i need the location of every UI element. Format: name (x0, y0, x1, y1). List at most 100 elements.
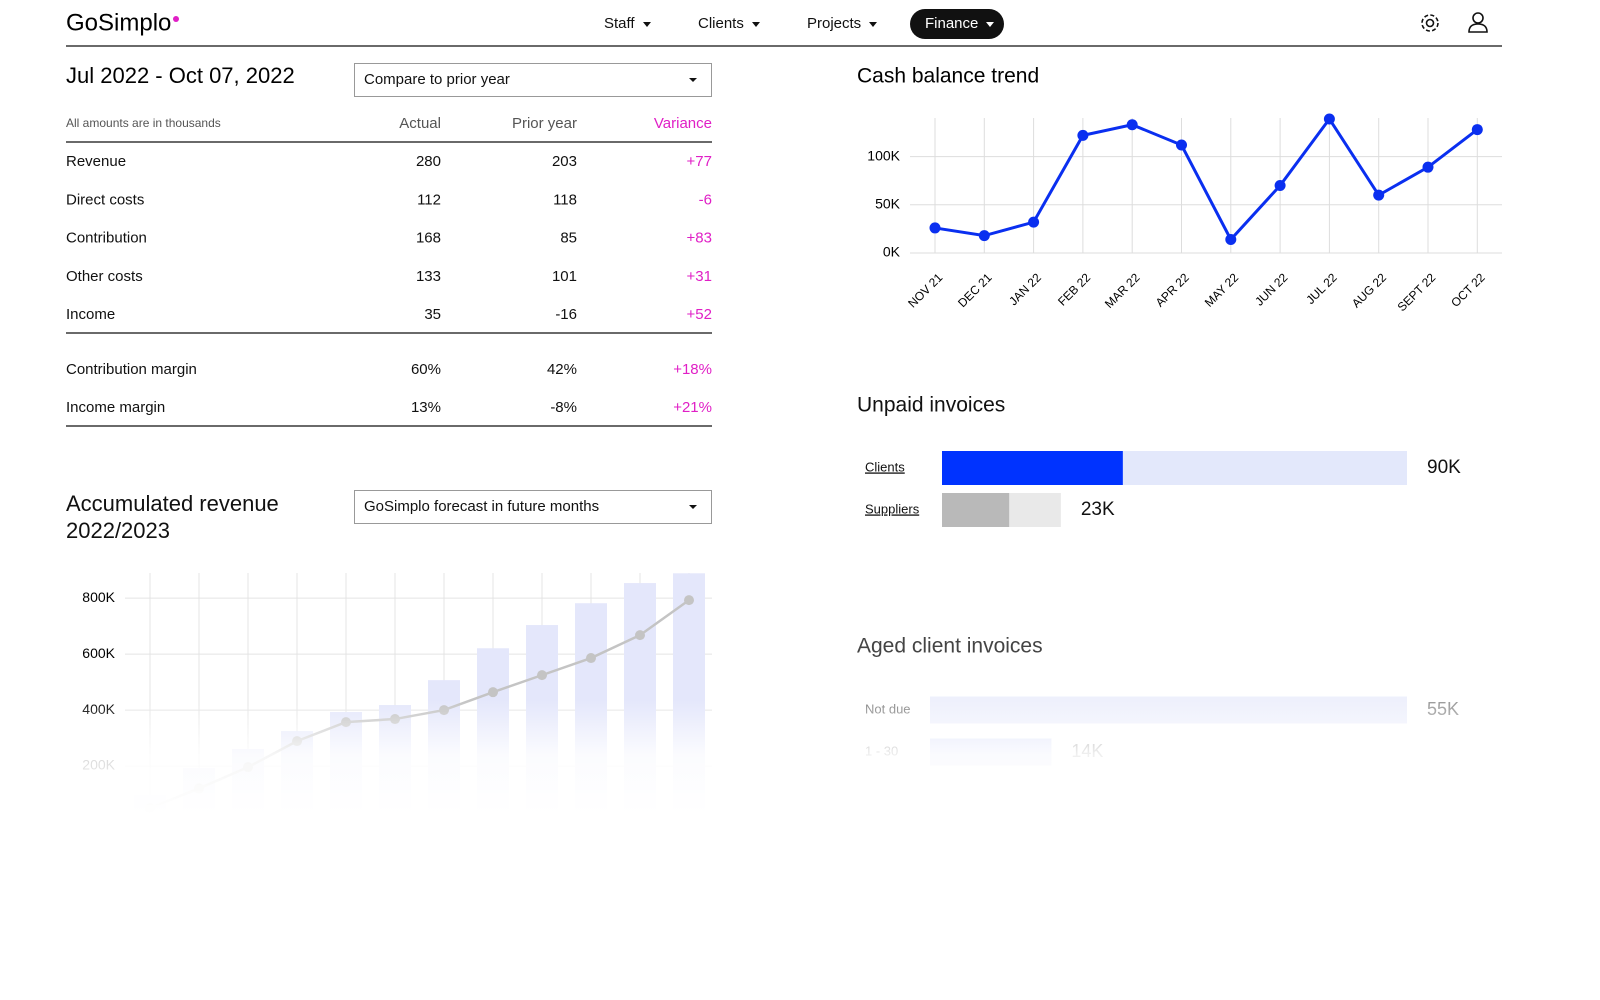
row-label: Contribution margin (66, 361, 197, 378)
y-tick-label: 50K (875, 195, 901, 211)
y-tick-label: 0K (883, 244, 901, 260)
y-tick-label: 100K (867, 147, 900, 163)
x-tick-label: FEB 22 (1055, 270, 1093, 308)
cell: 85 (560, 230, 577, 247)
point (537, 670, 547, 681)
x-tick-label: AUG 22 (1349, 270, 1389, 310)
point (929, 222, 941, 234)
point (978, 230, 990, 242)
point (1422, 161, 1434, 173)
cell: 35 (424, 306, 441, 323)
bar-overdue (942, 493, 1010, 527)
bar (330, 712, 362, 822)
y-tick-label: 400K (82, 701, 115, 717)
x-tick-label: APR 22 (1153, 270, 1192, 309)
bar (624, 583, 656, 822)
forecast-select[interactable]: GoSimplo forecast in future months (354, 490, 712, 524)
point (586, 653, 596, 664)
cell: 133 (416, 268, 441, 285)
cell: +31 (687, 268, 712, 285)
value-label: 90K (1427, 457, 1461, 478)
bar (930, 738, 1052, 766)
point (439, 705, 449, 716)
x-tick-label: SEPT 22 (1395, 270, 1439, 314)
point (292, 736, 302, 747)
point (1373, 189, 1385, 201)
cell: 60% (411, 361, 441, 378)
cell: +52 (687, 306, 712, 323)
category-label: Not due (865, 701, 911, 716)
cell: +83 (687, 230, 712, 247)
row-label: Revenue (66, 153, 126, 170)
bar-overdue (942, 451, 1123, 485)
x-tick-label: JUN 22 (1252, 270, 1290, 308)
point (684, 595, 694, 606)
y-tick-label: 800K (82, 589, 115, 605)
period-title: Jul 2022 - Oct 07, 2022 (66, 63, 295, 88)
x-tick-label: OCT 22 (1448, 270, 1488, 310)
bar (183, 768, 215, 822)
cell: +21% (673, 399, 712, 416)
x-tick-label: DEC 21 (955, 270, 995, 310)
point (243, 762, 253, 773)
category-link[interactable]: Suppliers (865, 501, 920, 516)
brand: GoSimplo (66, 9, 171, 36)
point (1077, 129, 1089, 141)
bar (477, 648, 509, 822)
nav-item[interactable]: Finance (910, 9, 1005, 39)
column-header: Prior year (512, 115, 577, 132)
category-label: 1 - 30 (865, 743, 898, 758)
nav-item[interactable]: Clients (683, 9, 770, 39)
x-tick-label: JUL 22 (1303, 270, 1340, 307)
cell: -6 (699, 191, 712, 208)
point (1028, 216, 1040, 228)
user-icon[interactable] (1468, 12, 1488, 33)
compare-select[interactable]: Compare to prior year (354, 63, 712, 97)
x-tick-label: JAN 22 (1006, 270, 1044, 308)
cell: +77 (687, 153, 712, 170)
point (194, 783, 204, 794)
cell: 101 (552, 268, 577, 285)
point (1225, 234, 1237, 245)
line (149, 599, 690, 810)
y-tick-label: 200K (82, 757, 115, 773)
point (1471, 124, 1483, 136)
row-label: Contribution (66, 230, 147, 247)
cell: 118 (553, 191, 577, 208)
point (1323, 113, 1335, 125)
x-tick-label: MAY 22 (1202, 270, 1242, 310)
cell: 280 (416, 153, 441, 170)
row-label: Other costs (66, 268, 143, 285)
line (934, 116, 1479, 243)
column-header: Variance (654, 115, 712, 132)
column-header: Actual (399, 115, 441, 132)
point (488, 687, 498, 698)
brand-dot (173, 16, 179, 22)
chart-title: Aged client invoices (857, 635, 1043, 658)
cell: 168 (416, 230, 441, 247)
value-label: 55K (1427, 699, 1459, 719)
bar (673, 573, 705, 822)
cell: 13% (411, 399, 441, 416)
cell: 203 (552, 153, 577, 170)
value-label: 14K (1071, 741, 1103, 761)
category-link[interactable]: Clients (865, 459, 905, 474)
nav-item[interactable]: Staff (589, 9, 661, 39)
bar (930, 696, 1407, 724)
cell: 112 (417, 191, 441, 208)
accumulated-title: Accumulated revenue 2022/2023 (66, 491, 279, 543)
settings-icon[interactable] (1421, 14, 1439, 32)
row-label: Income (66, 306, 115, 323)
cell: -8% (550, 399, 577, 416)
point (145, 803, 155, 814)
point (635, 630, 645, 641)
cell: -16 (555, 306, 577, 323)
point (1126, 119, 1138, 131)
nav-item[interactable]: Projects (792, 9, 887, 39)
point (1274, 180, 1286, 191)
x-tick-label: MAR 22 (1102, 270, 1143, 311)
point (390, 714, 400, 725)
point (341, 717, 351, 728)
table-note: All amounts are in thousands (66, 116, 221, 130)
